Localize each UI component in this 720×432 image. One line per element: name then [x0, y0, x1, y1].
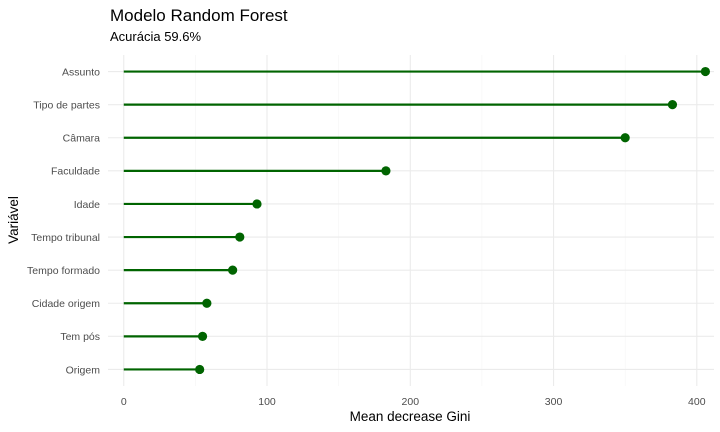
y-tick-label: Assunto: [62, 66, 100, 78]
x-tick-label: 400: [688, 396, 706, 408]
y-tick-label: Câmara: [63, 133, 101, 145]
chart-title: Modelo Random Forest: [110, 6, 288, 25]
lollipop-point: [381, 166, 391, 176]
y-tick-label: Tem pós: [60, 331, 100, 343]
lollipop-point: [195, 364, 205, 375]
y-tick-label: Cidade origem: [32, 298, 101, 310]
y-tick-labels: Assunto Tipo de partes Câmara Faculdade Idad…: [27, 66, 100, 376]
x-axis-title: Mean decrease Gini: [350, 409, 471, 424]
lollipop-point: [620, 133, 630, 143]
lollipop-point: [700, 66, 711, 77]
lollipop-point: [228, 265, 238, 275]
x-tick-label: 300: [545, 396, 563, 408]
y-tick-label: Faculdade: [51, 166, 100, 178]
lollipop-point: [235, 232, 245, 242]
lollipop-point: [202, 298, 212, 308]
x-tick-labels: 0 100 200 300 400: [121, 396, 706, 408]
y-tick-label: Tempo tribunal: [31, 232, 100, 244]
chart-subtitle: Acurácia 59.6%: [110, 29, 201, 44]
data-marks: [123, 66, 711, 375]
x-tick-label: 0: [121, 396, 127, 408]
y-axis-title: Variável: [6, 196, 21, 244]
lollipop-point: [667, 100, 678, 110]
y-tick-label: Tempo formado: [27, 265, 100, 277]
lollipop-point: [252, 199, 262, 209]
y-tick-label: Idade: [74, 199, 100, 211]
y-tick-label: Tipo de partes: [33, 99, 100, 111]
y-tick-label: Origem: [66, 364, 101, 376]
x-tick-label: 100: [258, 396, 276, 408]
lollipop-point: [197, 331, 208, 341]
x-tick-label: 200: [402, 396, 420, 408]
